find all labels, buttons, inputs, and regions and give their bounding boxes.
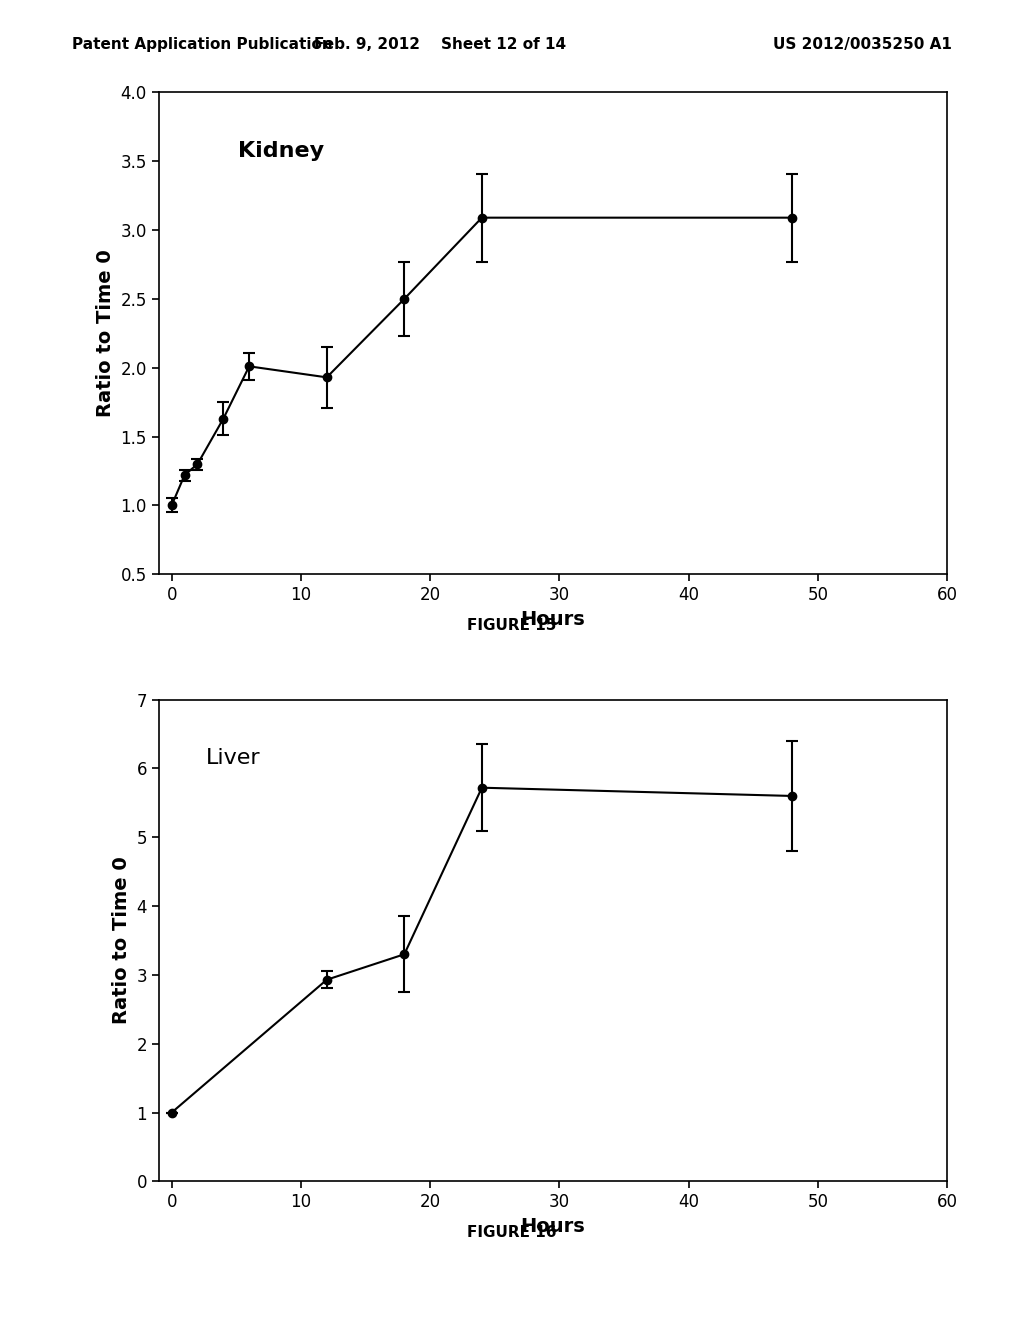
- Text: Kidney: Kidney: [238, 141, 324, 161]
- Text: Patent Application Publication: Patent Application Publication: [72, 37, 333, 51]
- Text: US 2012/0035250 A1: US 2012/0035250 A1: [773, 37, 952, 51]
- Text: FIGURE 16: FIGURE 16: [467, 1225, 557, 1239]
- X-axis label: Hours: Hours: [520, 610, 586, 628]
- Text: Feb. 9, 2012    Sheet 12 of 14: Feb. 9, 2012 Sheet 12 of 14: [314, 37, 566, 51]
- Text: Liver: Liver: [206, 747, 261, 768]
- Y-axis label: Ratio to Time 0: Ratio to Time 0: [96, 249, 115, 417]
- X-axis label: Hours: Hours: [520, 1217, 586, 1236]
- Y-axis label: Ratio to Time 0: Ratio to Time 0: [112, 857, 131, 1024]
- Text: FIGURE 15: FIGURE 15: [467, 618, 557, 632]
